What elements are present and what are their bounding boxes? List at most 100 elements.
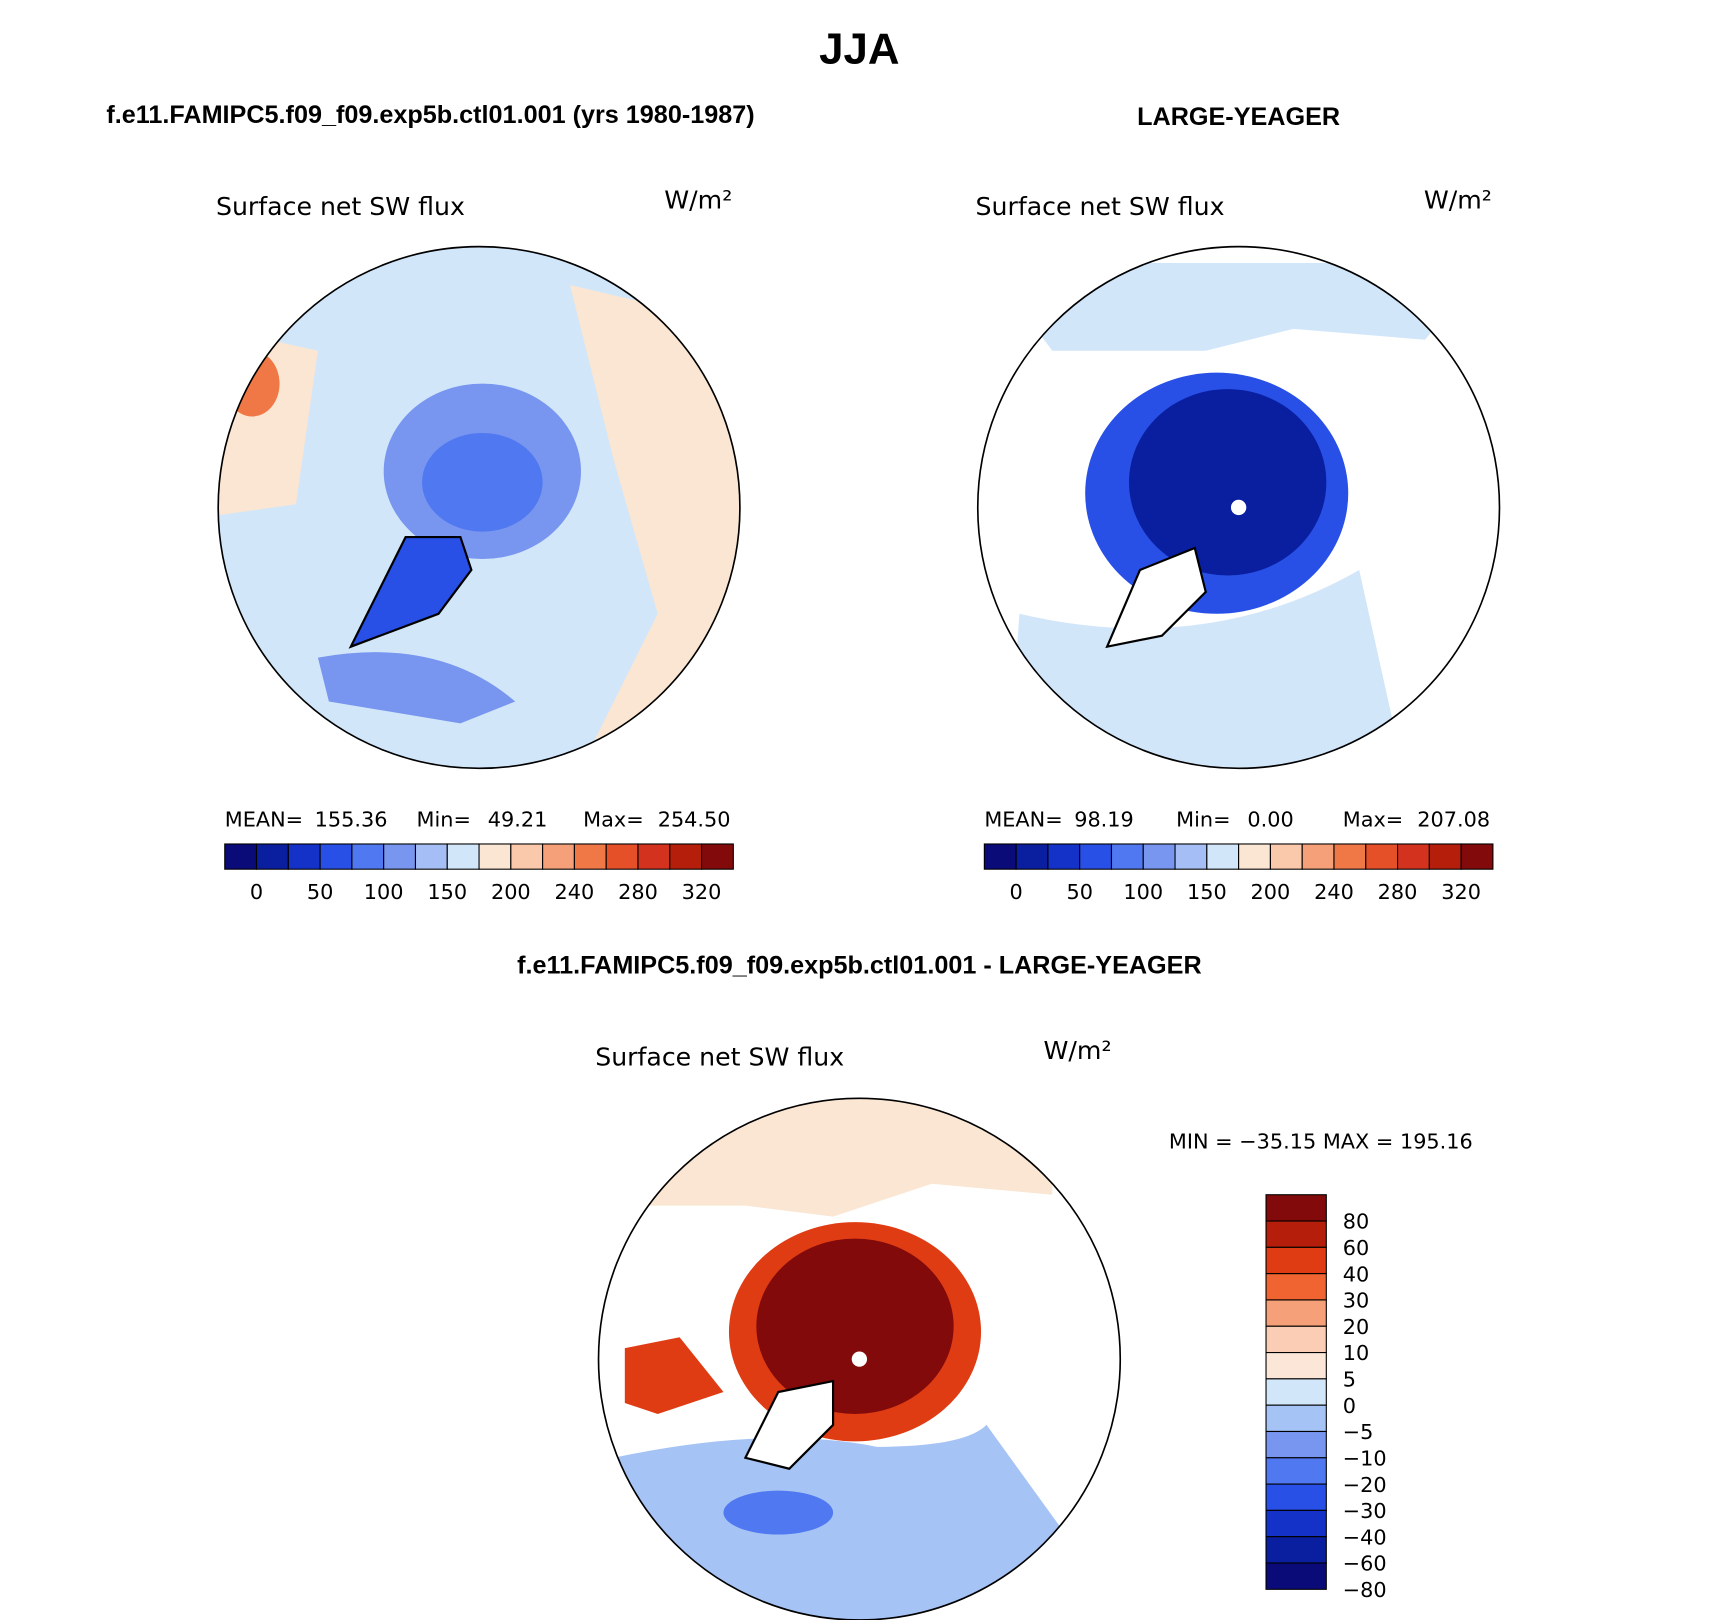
colorbar-box — [414, 843, 448, 870]
colorbar-label: 10 — [1343, 1341, 1369, 1365]
colorbar-box — [1265, 1352, 1327, 1380]
colorbar-label: 40 — [1343, 1262, 1369, 1286]
colorbar-box — [1333, 843, 1367, 870]
stats-label: 155.36 — [315, 807, 388, 831]
colorbar-box — [1265, 1246, 1327, 1275]
colorbar-label: 320 — [682, 880, 722, 904]
colorbar-label: 150 — [427, 880, 467, 904]
stats-label: Min= — [417, 807, 471, 831]
variable-label: Surface net SW flux — [976, 192, 1225, 221]
colorbar-label: 280 — [618, 880, 658, 904]
variable-label: Surface net SW flux — [595, 1042, 844, 1071]
colorbar-box — [1265, 1457, 1327, 1485]
map — [977, 246, 1500, 769]
colorbar-box — [1079, 843, 1113, 870]
colorbar-label: 0 — [1009, 880, 1022, 904]
colorbar-box — [1397, 843, 1430, 870]
colorbar-label: 240 — [1314, 880, 1354, 904]
stats-label: 98.19 — [1074, 807, 1134, 831]
colorbar-label: −80 — [1343, 1578, 1387, 1602]
colorbar-box — [1238, 843, 1271, 870]
colorbar-box — [1265, 1404, 1327, 1433]
colorbar-box — [1428, 843, 1462, 870]
colorbar-box — [1015, 843, 1049, 870]
panel-title: f.e11.FAMIPC5.f09_f09.exp5b.ctl01.001 (y… — [106, 101, 754, 129]
colorbar-box — [542, 843, 575, 870]
colorbar-label: −10 — [1343, 1446, 1387, 1470]
colorbar-box — [701, 843, 734, 870]
panel-title: f.e11.FAMIPC5.f09_f09.exp5b.ctl01.001 - … — [517, 951, 1202, 979]
colorbar-label: 240 — [555, 880, 595, 904]
colorbar-box — [383, 843, 417, 870]
colorbar-box — [255, 843, 289, 870]
stats-label: MEAN= — [225, 807, 303, 831]
colorbar-box — [446, 843, 480, 870]
colorbar-box — [1265, 1220, 1327, 1248]
stats-label: 254.50 — [658, 807, 731, 831]
colorbar-box — [1301, 843, 1335, 870]
colorbar-label: 100 — [364, 880, 404, 904]
colorbar-box — [1265, 1430, 1327, 1459]
colorbar-label: −40 — [1343, 1525, 1387, 1549]
variable-label: Surface net SW flux — [216, 192, 465, 221]
colorbar-box — [1265, 1483, 1327, 1511]
stats-label: 49.21 — [488, 807, 548, 831]
colorbar-box — [1265, 1536, 1327, 1564]
stats-label: Max= — [583, 807, 643, 831]
stats-label: MEAN= — [984, 807, 1062, 831]
colorbar-box — [983, 843, 1017, 870]
colorbar-label: 100 — [1123, 880, 1163, 904]
colorbar-label: 30 — [1343, 1289, 1369, 1313]
colorbar-label: 80 — [1343, 1210, 1369, 1234]
colorbar-box — [1365, 843, 1399, 870]
colorbar-box — [1269, 843, 1303, 870]
units-label: W/m² — [664, 185, 732, 214]
colorbar-box — [510, 843, 544, 870]
map-border — [976, 245, 1501, 770]
map-border — [217, 245, 741, 770]
colorbar-box — [605, 843, 639, 870]
stats-label: 207.08 — [1417, 807, 1490, 831]
colorbar-box — [573, 843, 607, 870]
colorbar-label: −20 — [1343, 1473, 1387, 1497]
stats-label: 0.00 — [1247, 807, 1293, 831]
stats-label: Min= — [1176, 807, 1230, 831]
colorbar-box — [1265, 1562, 1327, 1590]
colorbar-label: 20 — [1343, 1315, 1369, 1339]
colorbar-box — [351, 843, 385, 870]
colorbar-box — [1265, 1273, 1327, 1301]
colorbar-label: 50 — [1066, 880, 1092, 904]
figure-title: JJA — [819, 25, 899, 74]
colorbar-box — [1265, 1299, 1327, 1327]
colorbar-label: −30 — [1343, 1499, 1387, 1523]
colorbar-box — [1110, 843, 1144, 870]
colorbar-box — [478, 843, 512, 870]
colorbar-box — [1265, 1194, 1327, 1222]
colorbar-box — [1206, 843, 1240, 870]
stats-label: MIN = −35.15 MAX = 195.16 — [1169, 1130, 1473, 1154]
stats-label: Max= — [1343, 807, 1403, 831]
colorbar-box — [1265, 1509, 1327, 1538]
colorbar-label: 50 — [307, 880, 333, 904]
colorbar-label: −5 — [1343, 1420, 1374, 1444]
colorbar-label: 320 — [1441, 880, 1481, 904]
panel-title: LARGE-YEAGER — [1137, 103, 1340, 131]
colorbar-box — [1047, 843, 1081, 870]
map — [218, 246, 740, 769]
colorbar-box — [1265, 1325, 1327, 1354]
colorbar-label: −60 — [1343, 1552, 1387, 1576]
units-label: W/m² — [1044, 1036, 1112, 1065]
colorbar-label: 0 — [250, 880, 263, 904]
colorbar-label: 200 — [491, 880, 531, 904]
colorbar-box — [1174, 843, 1208, 870]
colorbar-label: 150 — [1187, 880, 1227, 904]
colorbar-box — [319, 843, 353, 870]
colorbar-box — [1265, 1378, 1327, 1406]
colorbar-label: 5 — [1343, 1368, 1356, 1392]
colorbar-box — [1460, 843, 1494, 870]
map-border — [597, 1097, 1121, 1620]
colorbar-box — [637, 843, 671, 870]
units-label: W/m² — [1424, 185, 1492, 214]
